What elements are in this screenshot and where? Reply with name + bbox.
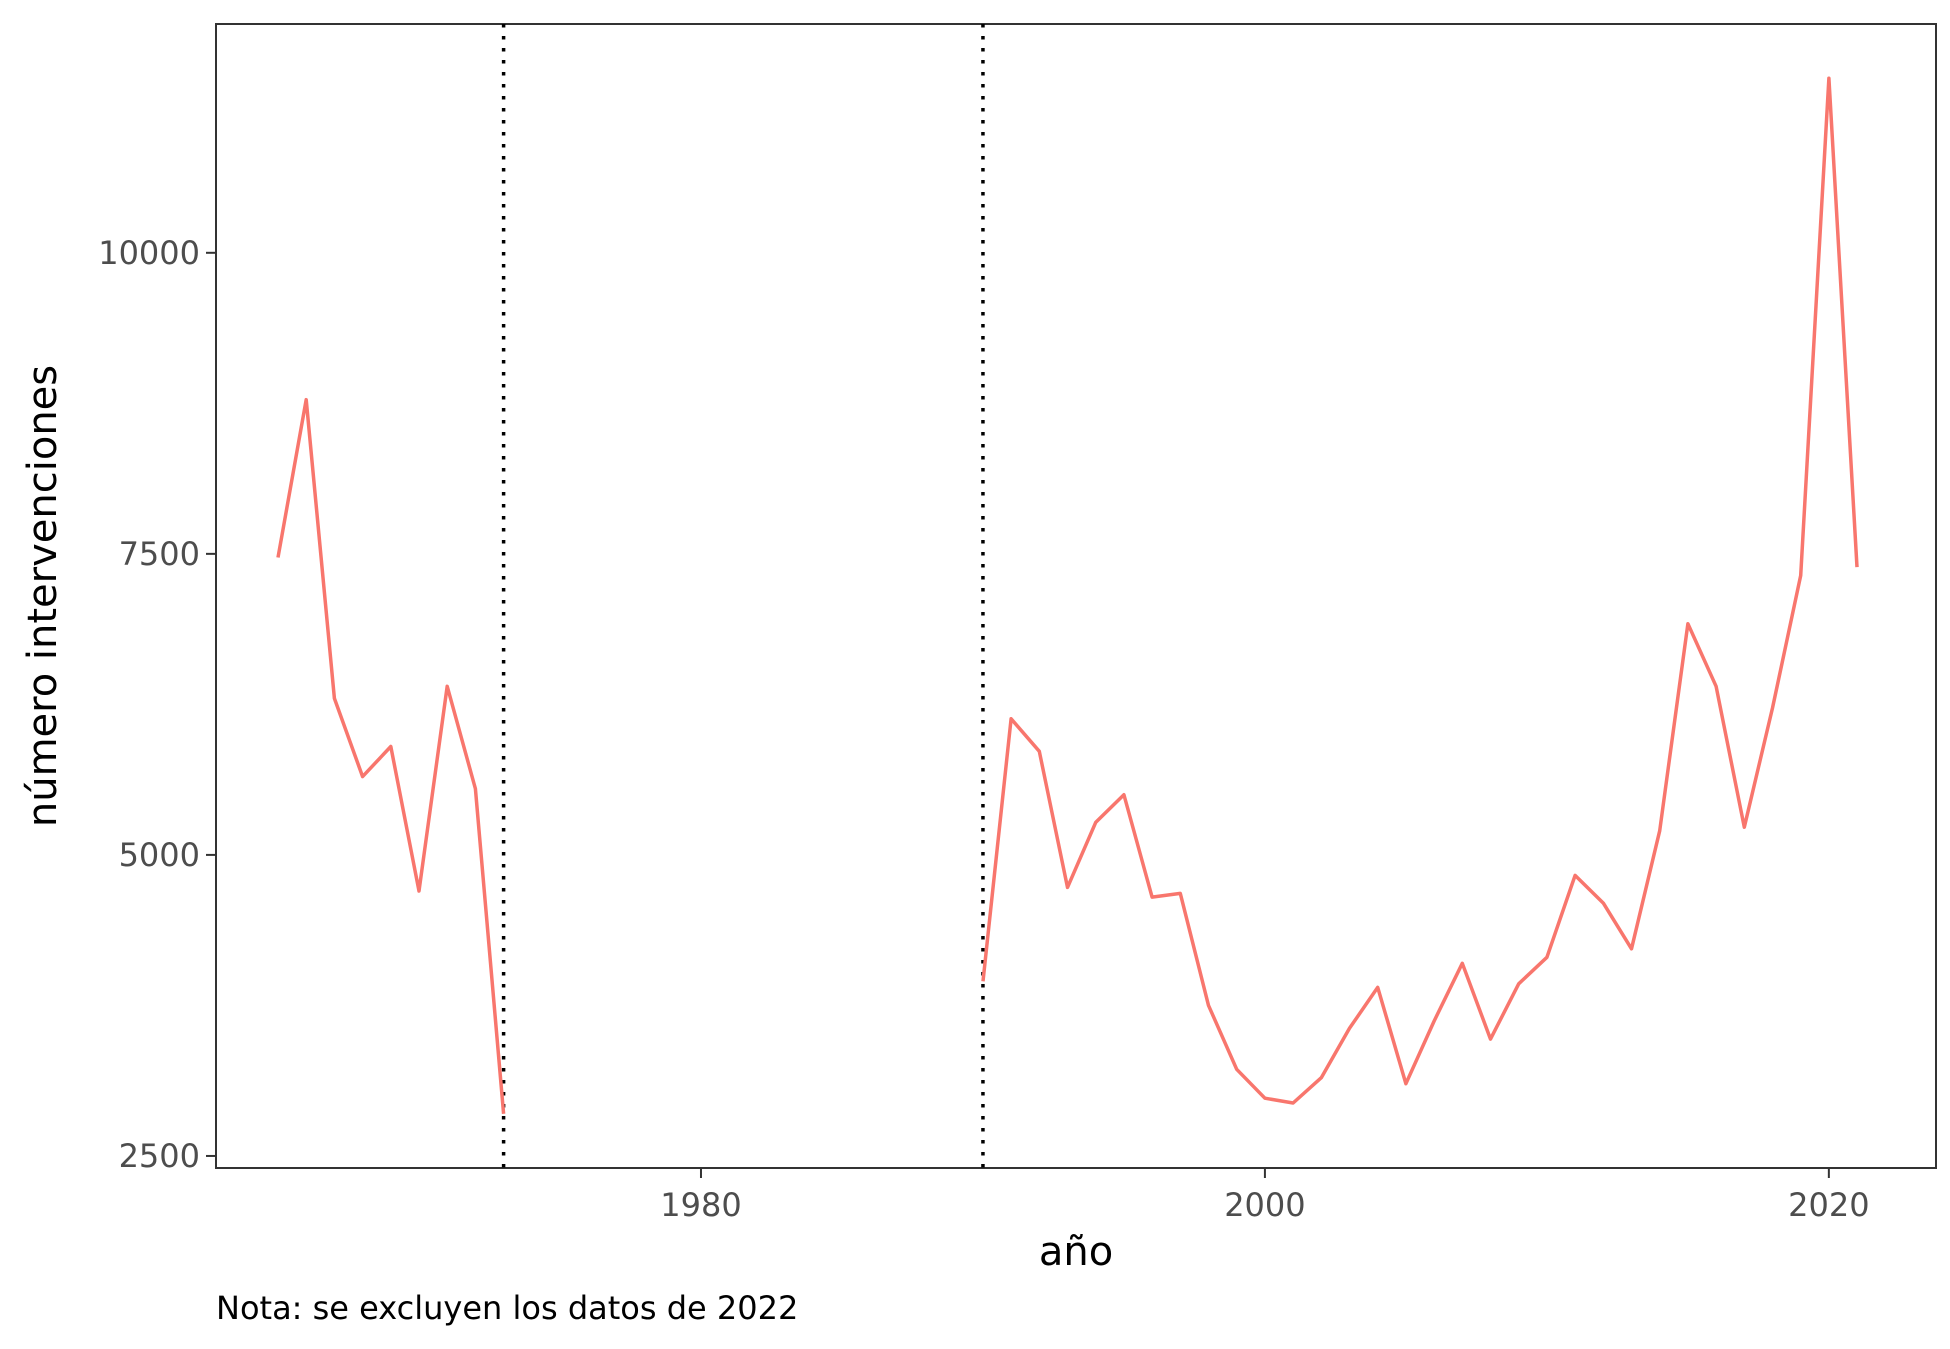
y-tick-label-2500: 2500 (119, 1137, 200, 1175)
chart-caption: Nota: se excluyen los datos de 2022 (216, 1289, 799, 1327)
y-axis: 2500 5000 7500 10000 (98, 234, 216, 1175)
y-tick-label-7500: 7500 (119, 535, 200, 573)
x-axis: 1980 2000 2020 (660, 1168, 1870, 1224)
series-line-segment-1 (276, 397, 506, 1114)
x-tick-label-2020: 2020 (1788, 1186, 1869, 1224)
series-lines (276, 76, 1859, 1114)
y-tick-label-5000: 5000 (119, 836, 200, 874)
y-tick-label-10000: 10000 (98, 234, 200, 272)
x-axis-title: año (1039, 1229, 1113, 1275)
x-tick-label-2000: 2000 (1224, 1186, 1305, 1224)
plot-panel (215, 23, 1937, 1169)
series-line-segment-2 (981, 76, 1859, 1105)
y-axis-title: número intervenciones (20, 365, 66, 827)
x-tick-label-1980: 1980 (660, 1186, 741, 1224)
